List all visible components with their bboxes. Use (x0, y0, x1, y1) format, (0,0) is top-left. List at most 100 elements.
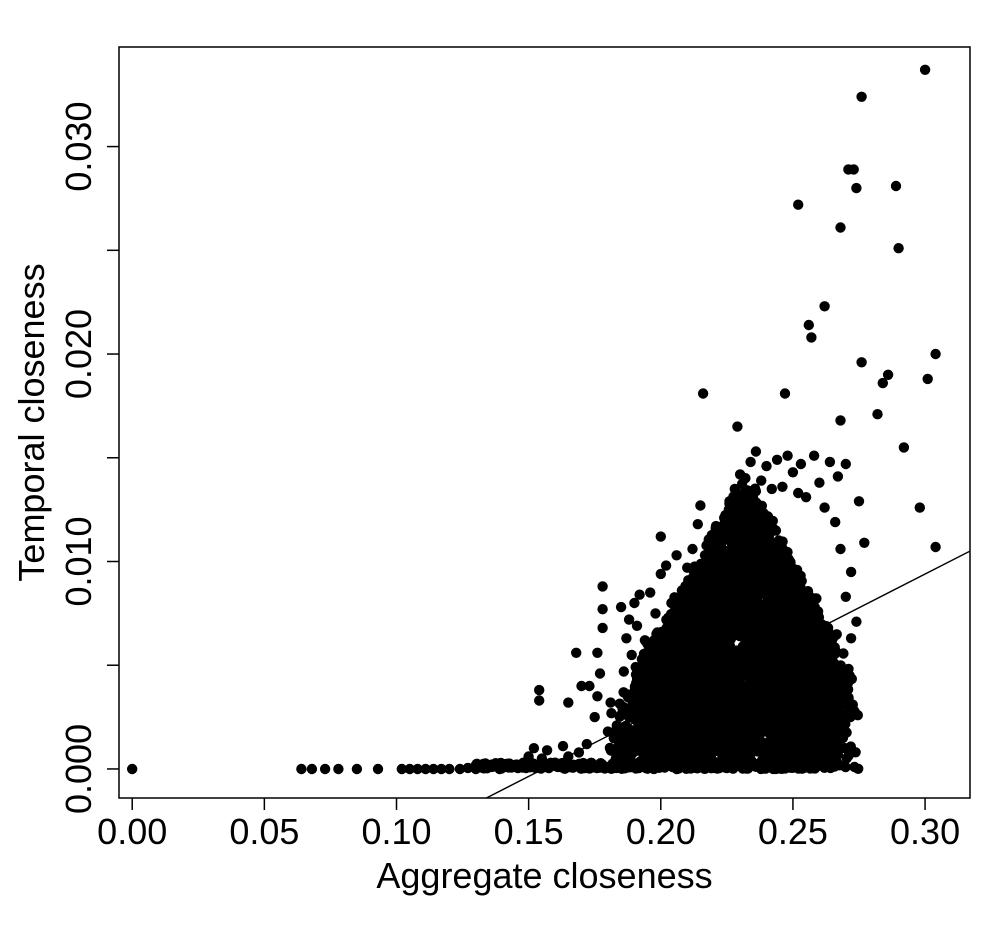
data-point (768, 763, 779, 775)
data-point (630, 708, 641, 719)
data-point (729, 506, 740, 517)
data-point (747, 492, 759, 503)
data-point (851, 182, 862, 194)
data-point (705, 620, 717, 631)
data-point (790, 576, 801, 587)
data-point (716, 685, 727, 696)
data-point (709, 566, 720, 577)
data-point (742, 702, 754, 713)
data-point (699, 738, 711, 749)
data-point (668, 623, 680, 635)
data-point (750, 563, 761, 574)
data-point (703, 537, 714, 548)
data-point (699, 550, 711, 561)
data-point (882, 369, 894, 380)
data-point (853, 763, 864, 774)
data-point (811, 593, 822, 604)
data-point (663, 643, 674, 654)
data-point (800, 492, 812, 503)
data-point (723, 601, 734, 612)
data-point (584, 763, 595, 774)
data-point (801, 717, 813, 728)
data-point (684, 608, 695, 620)
data-point (751, 663, 762, 674)
data-point (814, 634, 826, 646)
data-point (789, 720, 800, 731)
data-point (650, 732, 661, 743)
data-point (715, 638, 726, 650)
data-point (811, 692, 822, 703)
data-point (666, 686, 677, 697)
data-point (619, 747, 631, 758)
data-point (470, 763, 481, 775)
data-point (856, 91, 867, 103)
data-point (715, 718, 726, 729)
data-point (536, 753, 548, 764)
data-point (820, 659, 831, 671)
data-point (760, 635, 771, 646)
data-point (718, 584, 729, 595)
data-point (727, 579, 738, 591)
data-point (695, 500, 706, 511)
data-point (808, 672, 819, 683)
data-point (698, 648, 709, 660)
data-point (626, 649, 637, 661)
data-point (752, 610, 763, 622)
data-point (404, 763, 415, 775)
data-point (636, 731, 647, 742)
data-point (716, 594, 727, 605)
data-point (832, 471, 844, 482)
data-point (692, 519, 703, 530)
data-point (644, 758, 656, 769)
data-point (824, 456, 836, 468)
data-point (739, 693, 750, 705)
data-point (804, 642, 816, 653)
data-point (681, 701, 692, 712)
data-point (919, 64, 931, 76)
data-point (454, 763, 466, 775)
data-point (732, 703, 743, 714)
data-point (592, 647, 603, 658)
data-point (673, 739, 685, 750)
data-point (734, 469, 746, 480)
data-point (731, 734, 742, 745)
data-point (764, 744, 775, 755)
data-point (534, 684, 545, 696)
data-point (682, 745, 694, 756)
data-point (771, 714, 782, 725)
fit-line (486, 550, 970, 798)
data-point (784, 562, 795, 573)
x-tick-label: 0.15 (494, 811, 564, 852)
data-point (605, 745, 617, 756)
data-point (697, 565, 708, 576)
data-point (734, 749, 745, 760)
x-tick-label: 0.20 (626, 811, 696, 852)
data-point (674, 758, 686, 769)
x-tick-label: 0.05 (229, 811, 299, 852)
data-point (772, 629, 783, 641)
data-point (687, 543, 698, 555)
data-point (783, 708, 794, 719)
data-point (716, 538, 727, 549)
data-point (723, 630, 735, 641)
data-point (700, 632, 711, 643)
data-point (779, 388, 791, 399)
data-point (478, 762, 489, 774)
data-point (779, 664, 790, 675)
data-point (764, 683, 776, 694)
data-point (594, 668, 606, 679)
data-point (819, 732, 830, 743)
data-point (756, 500, 767, 511)
data-point (777, 481, 788, 492)
data-point (771, 454, 783, 465)
data-point (775, 536, 786, 548)
data-point (731, 569, 743, 580)
data-point (697, 677, 708, 689)
data-point (794, 653, 805, 664)
data-point (859, 537, 870, 548)
data-point (778, 595, 790, 607)
data-point (831, 757, 843, 768)
data-point (444, 763, 455, 775)
data-point (711, 741, 722, 752)
data-point (726, 551, 737, 562)
